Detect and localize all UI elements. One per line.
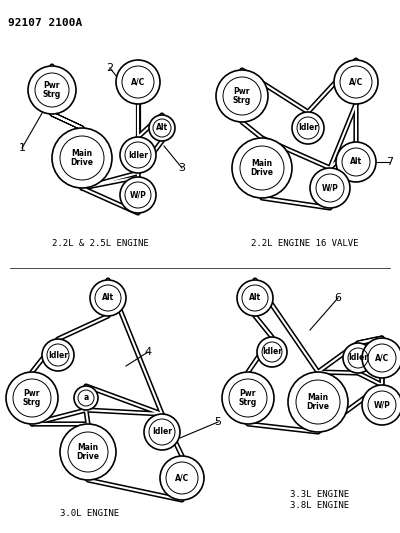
Circle shape: [334, 60, 378, 104]
Circle shape: [257, 337, 287, 367]
Text: Alt: Alt: [350, 157, 362, 166]
Text: 92107 2100A: 92107 2100A: [8, 18, 82, 28]
Text: Alt: Alt: [102, 294, 114, 303]
Circle shape: [120, 137, 156, 173]
Text: 2.2L ENGINE 16 VALVE: 2.2L ENGINE 16 VALVE: [251, 239, 359, 248]
Text: W/P: W/P: [374, 400, 390, 409]
Text: Idler: Idler: [262, 348, 282, 357]
Circle shape: [362, 338, 400, 378]
Circle shape: [336, 142, 376, 182]
Circle shape: [144, 414, 180, 450]
Text: Idler: Idler: [298, 124, 318, 133]
Circle shape: [292, 112, 324, 144]
Text: 3.3L ENGINE
3.8L ENGINE: 3.3L ENGINE 3.8L ENGINE: [290, 490, 350, 510]
Text: W/P: W/P: [130, 190, 146, 199]
Text: 5: 5: [214, 417, 222, 427]
Circle shape: [42, 339, 74, 371]
Circle shape: [362, 385, 400, 425]
Circle shape: [52, 128, 112, 188]
Text: Main
Drive: Main Drive: [250, 159, 274, 177]
Text: A/C: A/C: [375, 353, 389, 362]
Text: Alt: Alt: [156, 124, 168, 133]
Circle shape: [28, 66, 76, 114]
Circle shape: [6, 372, 58, 424]
Text: Idler: Idler: [48, 351, 68, 359]
Text: Main
Drive: Main Drive: [76, 443, 100, 461]
Circle shape: [116, 60, 160, 104]
Text: a: a: [83, 393, 89, 402]
Text: Main
Drive: Main Drive: [70, 149, 94, 167]
Text: Pwr
Strg: Pwr Strg: [233, 87, 251, 105]
Text: Main
Drive: Main Drive: [306, 393, 330, 411]
Circle shape: [216, 70, 268, 122]
Text: A/C: A/C: [131, 77, 145, 86]
Text: W/P: W/P: [322, 183, 338, 192]
Circle shape: [90, 280, 126, 316]
Circle shape: [74, 386, 98, 410]
Circle shape: [288, 372, 348, 432]
Circle shape: [60, 424, 116, 480]
Circle shape: [222, 372, 274, 424]
Text: Pwr
Strg: Pwr Strg: [43, 81, 61, 99]
Text: 3: 3: [178, 163, 186, 173]
Circle shape: [120, 177, 156, 213]
Text: A/C: A/C: [175, 473, 189, 482]
Text: Idler: Idler: [348, 353, 368, 362]
Circle shape: [160, 456, 204, 500]
Text: 3.0L ENGINE: 3.0L ENGINE: [60, 509, 120, 518]
Circle shape: [237, 280, 273, 316]
Text: 7: 7: [386, 157, 394, 167]
Circle shape: [310, 168, 350, 208]
Text: Pwr
Strg: Pwr Strg: [23, 389, 41, 407]
Text: 1: 1: [18, 143, 26, 153]
Text: Idler: Idler: [152, 427, 172, 437]
Text: Idler: Idler: [128, 150, 148, 159]
Text: 2: 2: [106, 63, 114, 73]
Text: 6: 6: [334, 293, 342, 303]
Text: 4: 4: [144, 347, 152, 357]
Text: 2.2L & 2.5L ENGINE: 2.2L & 2.5L ENGINE: [52, 239, 148, 248]
Text: Pwr
Strg: Pwr Strg: [239, 389, 257, 407]
Circle shape: [343, 343, 373, 373]
Circle shape: [149, 115, 175, 141]
Text: A/C: A/C: [349, 77, 363, 86]
Circle shape: [232, 138, 292, 198]
Text: Alt: Alt: [249, 294, 261, 303]
